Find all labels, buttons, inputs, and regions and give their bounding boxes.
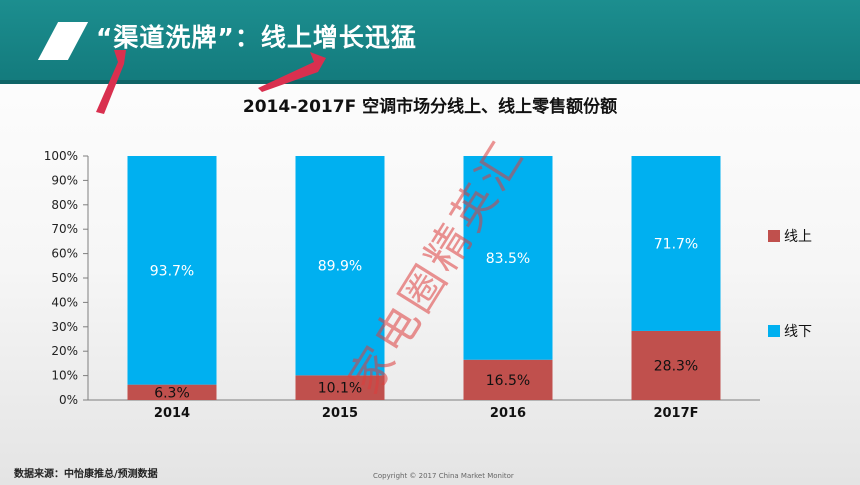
bar-online	[295, 375, 385, 400]
x-tick-label: 2017F	[653, 406, 698, 421]
data-label: 71.7%	[654, 236, 698, 252]
legend-label: 线上	[784, 229, 812, 245]
labels-layer: 6.3% 93.7% 10.1% 89.9% 16.5% 83.5% 28.3% 71.7%	[150, 236, 698, 401]
data-source-note: 数据来源：中怡康推总/预测数据	[14, 469, 158, 480]
legend-label: 线下	[784, 324, 812, 340]
bar-online	[631, 330, 721, 400]
data-label: 6.3%	[154, 385, 190, 401]
bar-offline	[631, 156, 721, 331]
bar-offline	[127, 156, 217, 385]
chart-title: 2014-2017F 空调市场分线上、线上零售额份额	[242, 97, 618, 117]
data-label: 83.5%	[486, 251, 530, 267]
copyright-note: Copyright © 2017 China Market Monitor	[373, 472, 514, 480]
x-tick-label: 2014	[154, 406, 190, 421]
arrow-mark-left	[96, 50, 126, 114]
y-tick-label: 10%	[51, 369, 78, 383]
bar-offline	[295, 156, 385, 376]
data-label: 10.1%	[318, 381, 362, 397]
slide-header: “渠道洗牌”：线上增长迅猛	[0, 0, 860, 84]
y-tick-label: 50%	[51, 271, 78, 285]
y-tick-label: 100%	[44, 149, 78, 163]
y-tick-label: 80%	[51, 198, 78, 212]
slide-title: “渠道洗牌”：线上增长迅猛	[96, 23, 417, 52]
data-label: 28.3%	[654, 358, 698, 374]
data-label: 16.5%	[486, 373, 530, 389]
y-tick-label: 60%	[51, 247, 78, 261]
x-tick-label: 2016	[490, 406, 526, 421]
header-divider	[0, 80, 860, 84]
arrow-mark-right	[258, 52, 326, 92]
y-tick-label: 20%	[51, 344, 78, 358]
y-tick-label: 30%	[51, 320, 78, 334]
legend-swatch	[768, 325, 780, 337]
data-label: 93.7%	[150, 263, 194, 279]
legend-swatch	[768, 230, 780, 242]
bars-layer	[127, 156, 721, 400]
bar-offline	[463, 156, 553, 360]
x-tick-label: 2015	[322, 406, 358, 421]
y-tick-label: 40%	[51, 295, 78, 309]
bar-online	[127, 384, 217, 400]
red-arrow-marks	[96, 50, 326, 114]
bar-online	[463, 359, 553, 400]
y-tick-label: 90%	[51, 173, 78, 187]
y-tick-label: 0%	[59, 393, 78, 407]
data-label: 89.9%	[318, 259, 362, 275]
y-tick-label: 70%	[51, 222, 78, 236]
